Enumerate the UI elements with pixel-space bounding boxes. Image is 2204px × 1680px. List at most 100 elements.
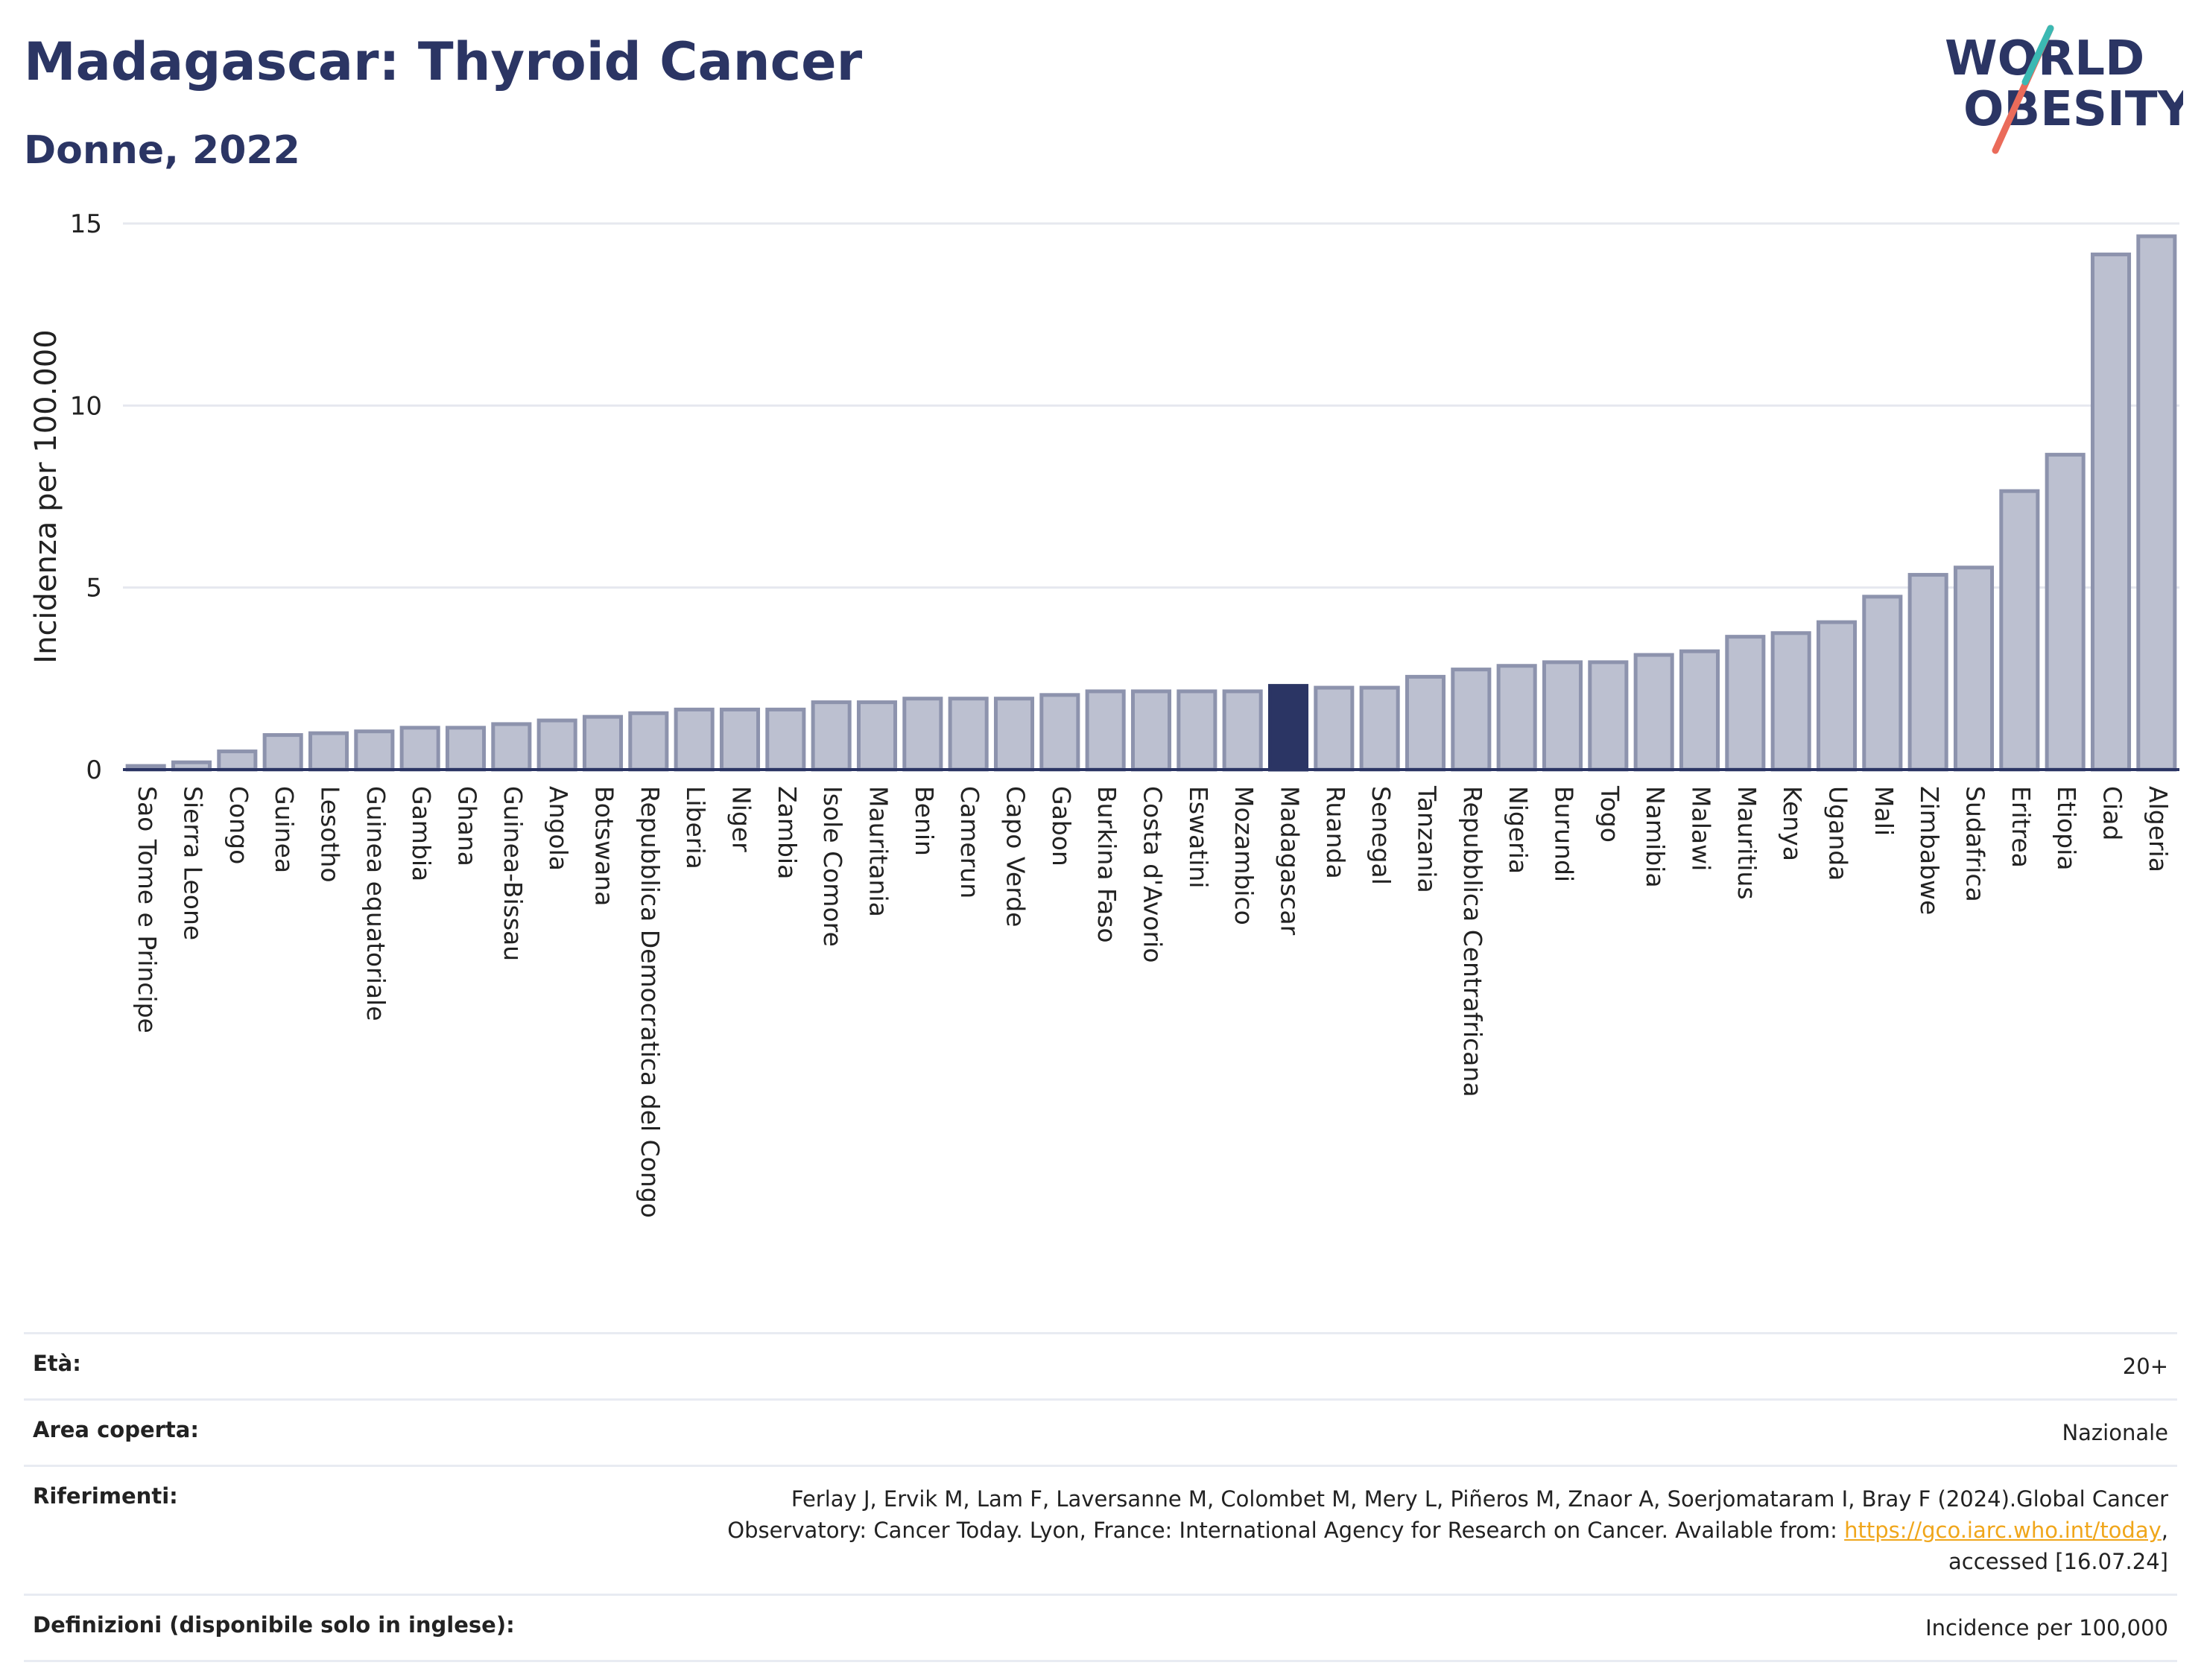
y-tick-label: 10	[70, 391, 102, 421]
references-text: Ferlay J, Ervik M, Lam F, Laversanne M, …	[727, 1486, 2168, 1544]
x-tick-label-35: Mauritius	[1732, 786, 1761, 900]
age-label: Età:	[33, 1351, 81, 1376]
x-tick-label-24: Mozambico	[1229, 786, 1258, 925]
x-tick-label-21: Burkina Faso	[1092, 786, 1121, 943]
x-tick-label-4: Lesotho	[316, 786, 345, 883]
chart-subtitle: Donne, 2022	[24, 128, 300, 173]
bar-7	[445, 726, 487, 772]
x-tick-label-31: Burundi	[1550, 786, 1579, 882]
x-tick-label-2: Congo	[224, 786, 253, 864]
bar-20	[1039, 693, 1080, 772]
x-tick-label-9: Angola	[544, 786, 573, 871]
x-tick-label-19: Capo Verde	[1001, 786, 1030, 927]
logo-word-obesity: OBESITY	[1963, 82, 2183, 137]
bar-34	[1679, 649, 1720, 772]
x-tick-label-38: Mali	[1869, 786, 1899, 836]
bar-28	[1405, 674, 1446, 772]
bar-44	[2136, 234, 2177, 772]
bar-21	[1085, 689, 1126, 772]
x-tick-label-13: Niger	[727, 786, 756, 852]
x-tick-label-5: Guinea equatoriale	[361, 786, 390, 1021]
bar-40	[1953, 565, 1995, 772]
bar-38	[1862, 595, 1903, 772]
x-tick-label-41: Eritrea	[2007, 786, 2036, 868]
area-label: Area coperta:	[33, 1417, 199, 1443]
bar-9	[536, 718, 577, 772]
world-obesity-logo: WORLD OBESITY	[1945, 25, 2183, 154]
references-label: Riferimenti:	[33, 1483, 178, 1509]
x-tick-label-43: Ciad	[2098, 786, 2127, 840]
y-axis-label: Incidenza per 100.000	[29, 329, 63, 663]
bar-41	[1999, 489, 2040, 772]
bar-17	[902, 697, 943, 772]
x-tick-label-39: Zimbabwe	[1915, 786, 1944, 915]
x-tick-label-17: Benin	[910, 786, 939, 856]
y-tick-label: 5	[86, 574, 102, 603]
x-tick-label-30: Nigeria	[1504, 786, 1533, 874]
x-tick-label-26: Ruanda	[1321, 786, 1350, 879]
x-tick-label-12: Liberia	[681, 786, 710, 869]
bar-25	[1267, 684, 1309, 772]
x-tick-label-32: Togo	[1595, 785, 1624, 843]
x-tick-label-3: Guinea	[270, 786, 299, 873]
x-tick-label-18: Camerun	[955, 786, 984, 898]
x-tick-label-25: Madagascar	[1276, 786, 1305, 936]
bar-26	[1314, 685, 1355, 772]
x-tick-label-27: Senegal	[1367, 786, 1396, 885]
bar-18	[948, 697, 989, 772]
bar-39	[1907, 573, 1948, 772]
bar-30	[1496, 664, 1537, 772]
x-tick-label-23: Eswatini	[1184, 786, 1213, 888]
meta-row-references: Riferimenti: Ferlay J, Ervik M, Lam F, L…	[24, 1465, 2177, 1594]
bar-8	[491, 722, 532, 772]
bar-23	[1177, 689, 1217, 772]
x-tick-label-37: Uganda	[1824, 786, 1853, 881]
y-tick-label: 15	[70, 209, 102, 239]
x-tick-label-14: Zambia	[773, 786, 802, 879]
bar-13	[719, 707, 761, 772]
age-value: 20+	[2122, 1354, 2168, 1379]
x-tick-label-6: Gambia	[407, 786, 436, 881]
logo-slash-teal	[2021, 25, 2054, 86]
bar-22	[1130, 689, 1172, 772]
bar-15	[811, 700, 852, 772]
x-tick-label-1: Sierra Leone	[179, 786, 208, 940]
bar-3	[262, 733, 303, 772]
bar-12	[674, 707, 715, 772]
x-tick-label-15: Isole Comore	[818, 786, 847, 947]
definitions-label: Definizioni (disponibile solo in inglese…	[33, 1612, 515, 1638]
bar-37	[1816, 620, 1858, 772]
references-value: Ferlay J, Ervik M, Lam F, Laversanne M, …	[669, 1467, 2177, 1594]
x-tick-label-34: Malawi	[1687, 786, 1716, 871]
bar-14	[765, 707, 806, 772]
bar-33	[1633, 653, 1674, 772]
references-tail: , accessed [16.07.24]	[1948, 1518, 2168, 1575]
chart-title: Madagascar: Thyroid Cancer	[24, 31, 863, 92]
meta-row-area: Area coperta: Nazionale	[24, 1398, 2177, 1465]
x-tick-label-8: Guinea-Bissau	[498, 786, 528, 961]
bar-36	[1770, 631, 1811, 772]
bar-16	[856, 700, 898, 772]
bar-5	[354, 729, 395, 772]
bar-35	[1725, 635, 1766, 772]
bar-2	[217, 749, 258, 772]
bar-43	[2090, 253, 2132, 772]
x-tick-label-7: Ghana	[453, 786, 482, 866]
x-tick-label-29: Repubblica Centrafricana	[1458, 786, 1487, 1097]
bar-27	[1359, 685, 1400, 772]
bar-32	[1588, 660, 1629, 772]
metadata-table: Età: 20+ Area coperta: Nazionale Riferim…	[24, 1332, 2177, 1663]
references-link[interactable]: https://gco.iarc.who.int/today	[1844, 1518, 2162, 1544]
x-tick-label-42: Etiopia	[2052, 786, 2081, 871]
bar-31	[1542, 660, 1583, 772]
meta-row-age: Età: 20+	[24, 1332, 2177, 1398]
bar-11	[628, 711, 669, 772]
bar-19	[993, 697, 1035, 772]
x-tick-label-0: Sao Tome e Principe	[133, 786, 162, 1033]
meta-row-definitions: Definizioni (disponibile solo in inglese…	[24, 1594, 2177, 1663]
bar-10	[582, 714, 624, 772]
bar-42	[2045, 452, 2086, 772]
x-tick-label-20: Gabon	[1047, 786, 1076, 866]
bar-4	[308, 731, 349, 772]
x-tick-label-33: Namibia	[1641, 786, 1670, 888]
